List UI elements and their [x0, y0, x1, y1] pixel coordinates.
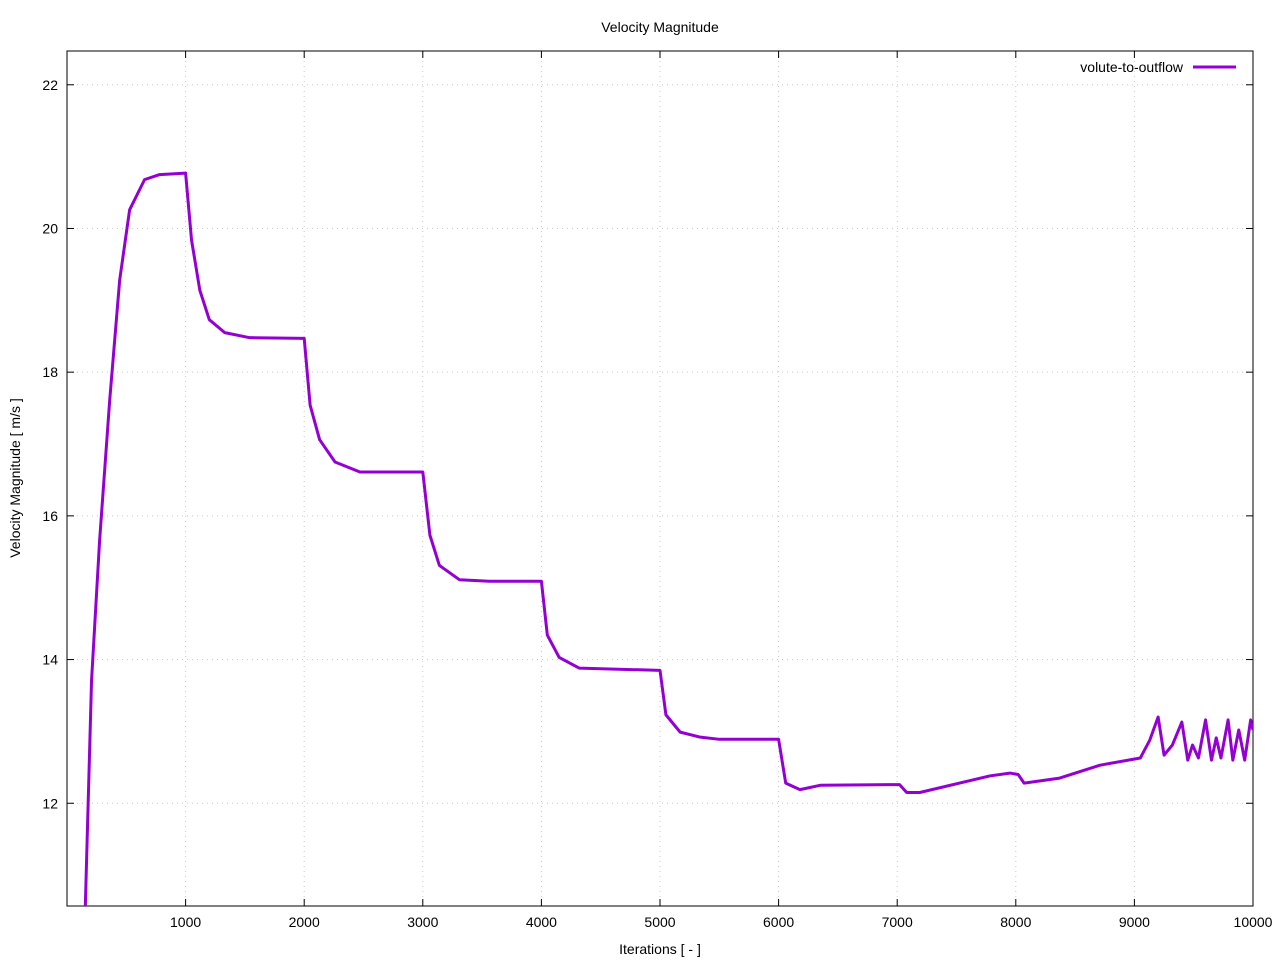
- plot-frame: [66, 50, 1254, 907]
- x-tick-label: 2000: [289, 914, 320, 930]
- y-tick-label: 16: [42, 508, 58, 524]
- x-tick-label: 5000: [644, 914, 675, 930]
- y-axis-label: Velocity Magnitude [ m/s ]: [7, 398, 23, 558]
- x-tick-label: 3000: [407, 914, 438, 930]
- y-tick-label: 20: [42, 220, 58, 236]
- y-tick-label: 14: [42, 652, 58, 668]
- y-tick-label: 18: [42, 364, 58, 380]
- y-tick-label: 22: [42, 77, 58, 93]
- x-tick-label: 7000: [882, 914, 913, 930]
- x-tick-label: 6000: [763, 914, 794, 930]
- x-tick-label: 1000: [170, 914, 201, 930]
- x-tick-label: 9000: [1119, 914, 1150, 930]
- chart-title: Velocity Magnitude: [601, 19, 719, 35]
- x-tick-label: 8000: [1000, 914, 1031, 930]
- y-tick-label: 12: [42, 795, 58, 811]
- x-tick-label: 10000: [1234, 914, 1273, 930]
- legend-label: volute-to-outflow: [1080, 59, 1184, 75]
- data-line: [83, 171, 1253, 906]
- x-axis-label: Iterations [ - ]: [619, 941, 701, 957]
- x-tick-label: 4000: [526, 914, 557, 930]
